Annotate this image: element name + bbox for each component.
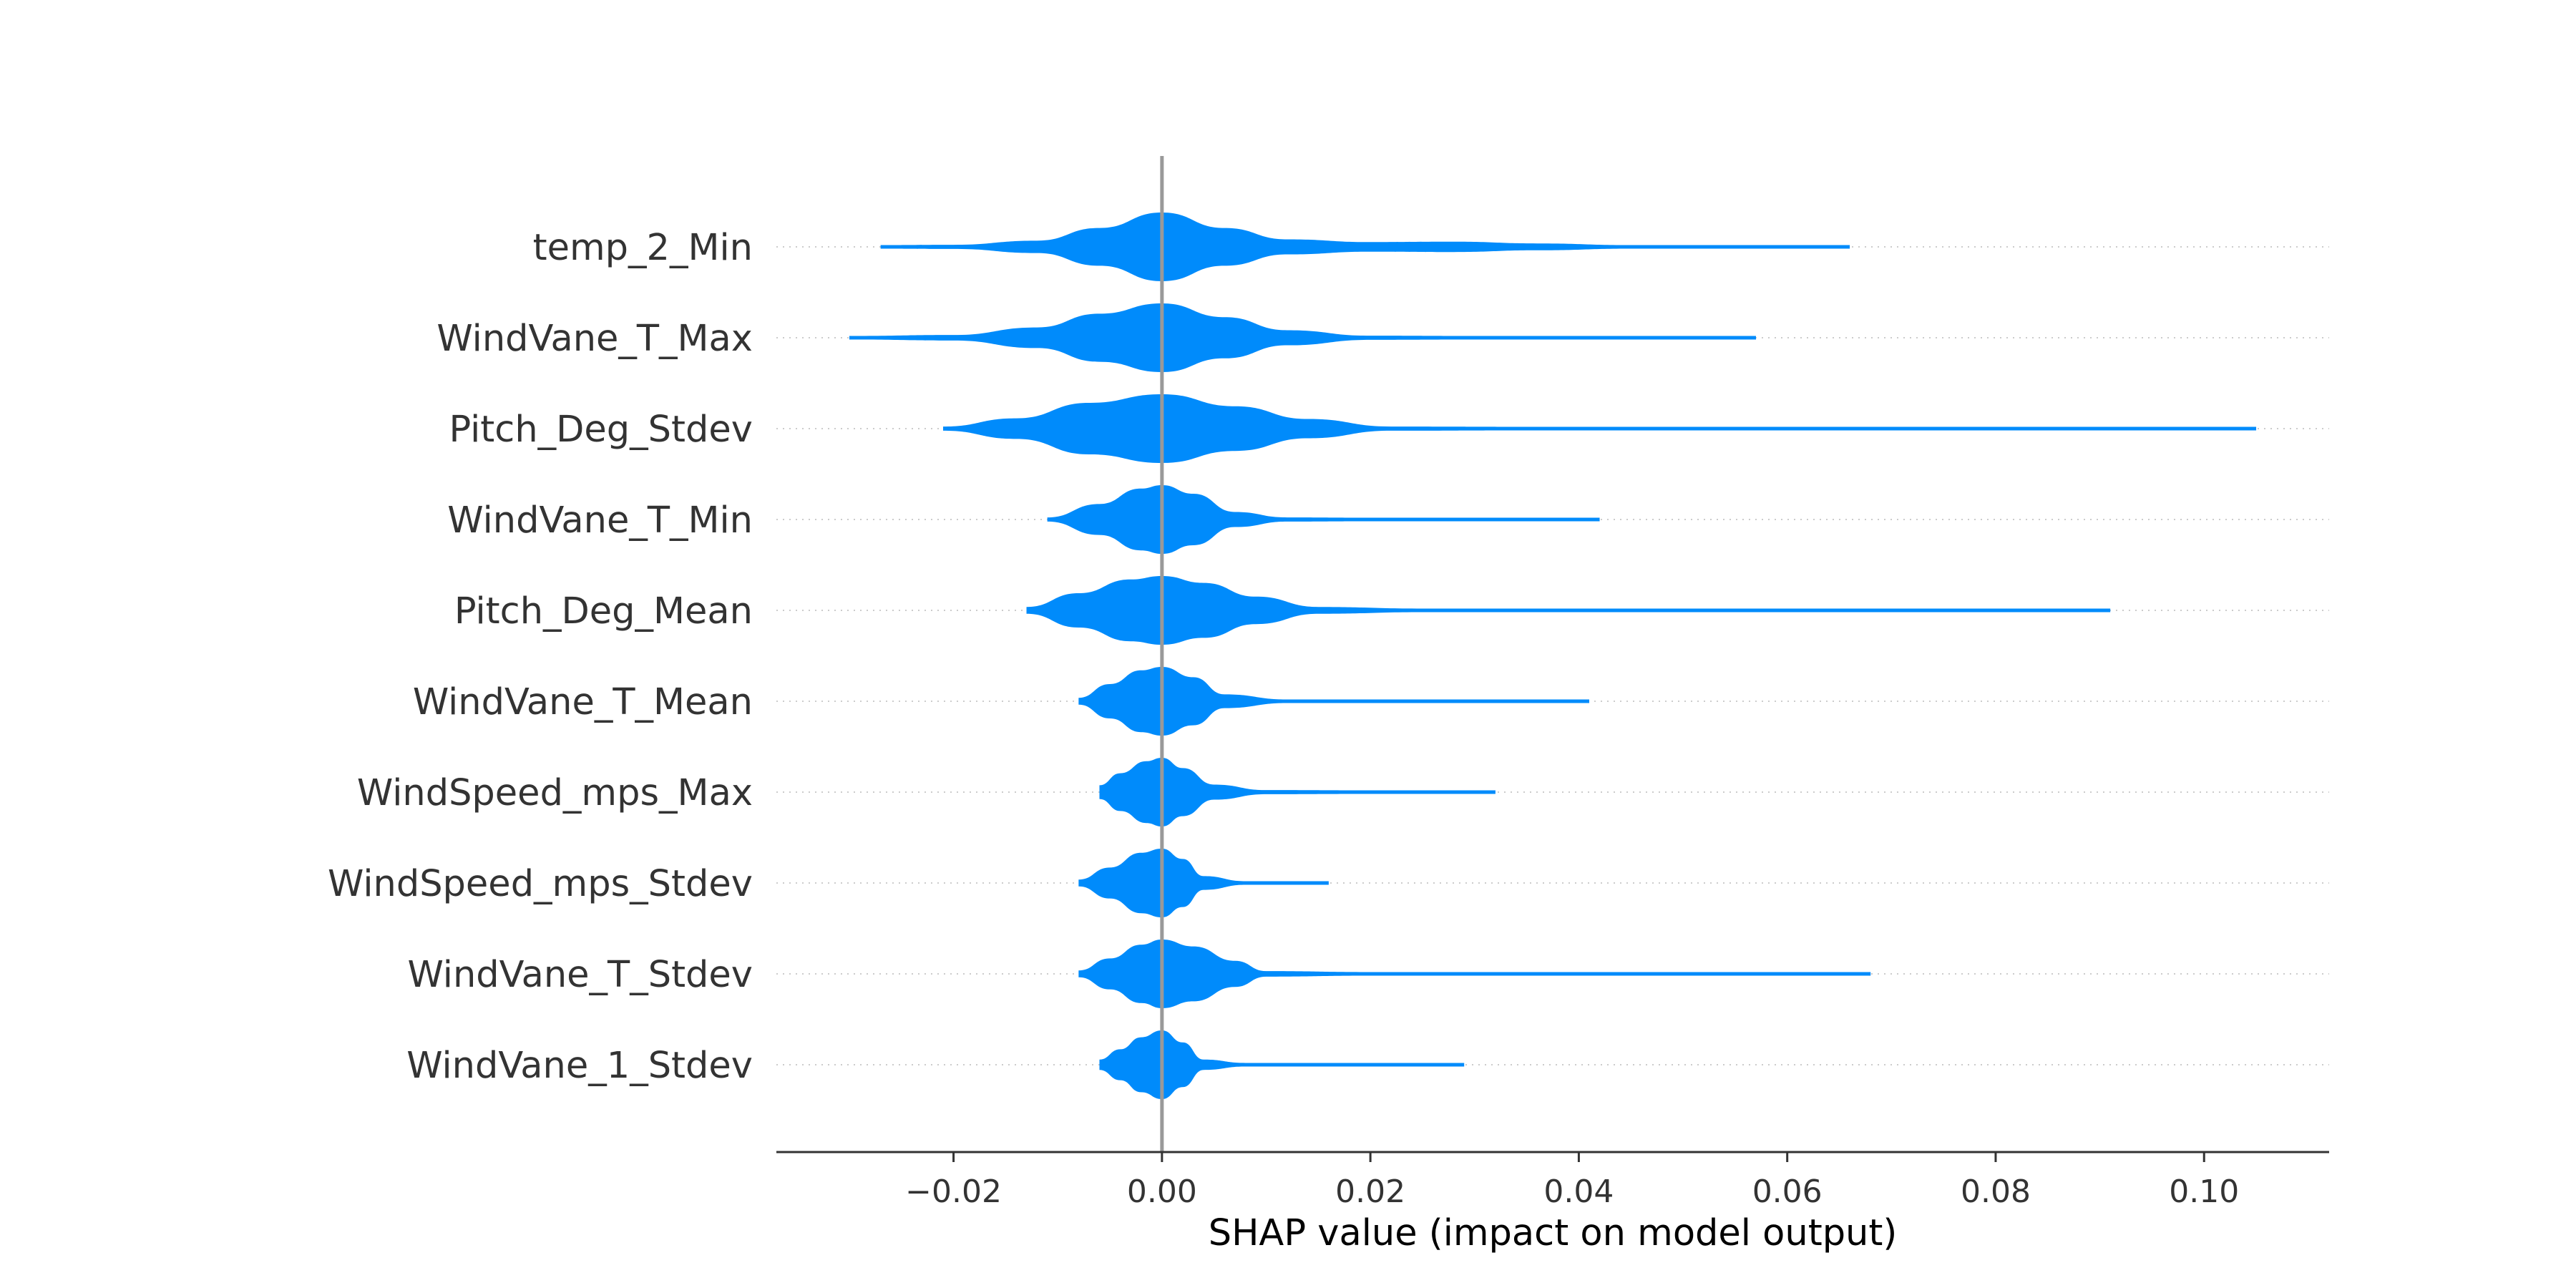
violin-WindVane_T_Mean [1078,667,1589,736]
feature-label: Pitch_Deg_Mean [454,590,753,633]
x-tick-label: 0.06 [1752,1174,1823,1210]
feature-labels: temp_2_Min WindVane_T_Max Pitch_Deg_Stdev W… [328,227,753,1087]
violin-temp_2_Min [880,213,1850,281]
violin-Pitch_Deg_Stdev [943,394,2257,463]
violin-WindVane_1_Stdev [1099,1030,1465,1099]
violin-WindSpeed_mps_Max [1099,758,1496,826]
feature-label: WindVane_T_Max [436,318,753,360]
feature-label: WindSpeed_mps_Max [357,772,753,814]
feature-label: temp_2_Min [533,227,753,269]
violin-WindVane_T_Max [849,303,1756,372]
violin-WindVane_T_Min [1047,485,1600,554]
x-tick-label: −0.02 [905,1174,1002,1210]
violins [849,213,2257,1099]
x-tick-label: 0.10 [2169,1174,2239,1210]
violin-WindSpeed_mps_Stdev [1078,849,1329,917]
x-axis-title: SHAP value (impact on model output) [1209,1212,1898,1254]
feature-label: Pitch_Deg_Stdev [449,409,753,451]
x-tick-label: 0.02 [1335,1174,1405,1210]
x-tick-label: 0.08 [1961,1174,2031,1210]
x-tick-label: 0.00 [1127,1174,1197,1210]
x-axis-ticks: −0.02 0.00 0.02 0.04 0.06 0.08 0.10 [905,1152,2239,1210]
feature-label: WindSpeed_mps_Stdev [328,863,753,905]
feature-label: WindVane_T_Stdev [407,954,753,996]
feature-label: WindVane_1_Stdev [406,1045,753,1087]
feature-label: WindVane_T_Min [447,499,753,542]
x-tick-label: 0.04 [1543,1174,1614,1210]
feature-label: WindVane_T_Mean [413,681,753,723]
violin-WindVane_T_Stdev [1078,940,1871,1008]
row-gridlines [776,246,2329,1065]
violin-Pitch_Deg_Mean [1026,576,2111,645]
